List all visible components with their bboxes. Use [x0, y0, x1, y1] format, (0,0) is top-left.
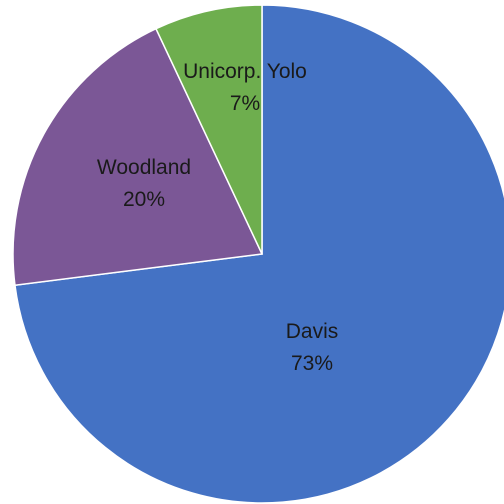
slice-percent-label: 7% — [230, 92, 260, 115]
slice-percent-label: 20% — [123, 188, 165, 211]
slice-category-label: Woodland — [97, 156, 191, 179]
slice-category-label: Davis — [286, 320, 339, 343]
pie-slice-woodland — [12, 27, 264, 287]
pie-slices — [12, 4, 504, 504]
pie-slice-davis — [14, 4, 504, 504]
pie-labels: Davis 73% Woodland 20% Unicorp. Yolo 7% — [97, 60, 338, 375]
pie-slice-unicorp-yolo — [154, 4, 263, 255]
slice-percent-label: 73% — [291, 352, 333, 375]
slice-category-label: Unicorp. Yolo — [183, 60, 307, 83]
